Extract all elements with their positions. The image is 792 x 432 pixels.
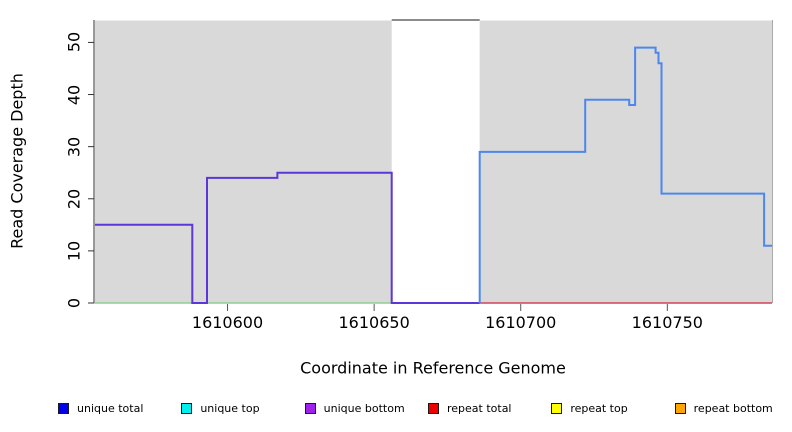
- x-tick-label: 1610650: [338, 313, 410, 332]
- legend-label: repeat bottom: [693, 401, 773, 415]
- legend-swatch-unique-bottom: [304, 402, 316, 414]
- legend-swatch-unique-top: [181, 402, 193, 414]
- x-axis-title: Coordinate in Reference Genome: [300, 358, 566, 378]
- legend: unique total unique top unique bottom repea…: [0, 398, 792, 420]
- legend-swatch-repeat-top: [551, 402, 563, 414]
- x-tick-label: 1610600: [191, 313, 264, 332]
- y-axis-title: Read Coverage Depth: [7, 73, 27, 249]
- legend-label: unique bottom: [323, 401, 405, 415]
- shaded-region-right: [479, 20, 772, 303]
- legend-item: unique total: [58, 398, 143, 418]
- y-tick-label: 10: [64, 240, 84, 262]
- x-tick-label: 1610700: [485, 313, 557, 332]
- legend-swatch-unique-total: [58, 402, 69, 414]
- y-tick-label: 30: [64, 136, 84, 157]
- y-tick-label: 0: [64, 297, 84, 309]
- series-line-unique-total: [478, 46, 772, 303]
- legend-swatch-repeat-bottom: [674, 402, 686, 414]
- y-tick-label: 50: [64, 32, 84, 53]
- legend-item: repeat top: [551, 398, 628, 418]
- legend-label: unique top: [200, 401, 260, 415]
- y-tick-label: 40: [64, 84, 84, 105]
- legend-label: repeat top: [570, 401, 628, 415]
- shaded-region-left: [95, 20, 392, 303]
- x-tick-label: 1610750: [631, 313, 703, 332]
- legend-label: unique total: [77, 401, 144, 415]
- legend-item: repeat bottom: [674, 398, 773, 418]
- legend-swatch-repeat-total: [427, 402, 439, 414]
- legend-item: repeat total: [427, 398, 512, 418]
- legend-item: unique top: [181, 398, 260, 418]
- legend-label: repeat total: [446, 401, 512, 415]
- series-line-unique-bottom: [95, 171, 480, 304]
- y-tick-label: 20: [64, 188, 84, 209]
- legend-item: unique bottom: [304, 398, 405, 418]
